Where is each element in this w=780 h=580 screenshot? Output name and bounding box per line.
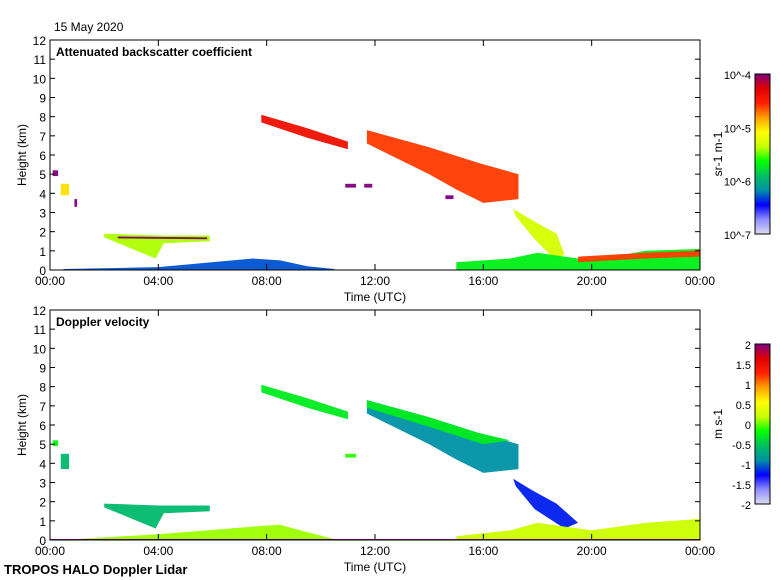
colorbar-tick-label: 1.5	[736, 360, 751, 372]
panel-title: Doppler velocity	[56, 315, 150, 329]
x-axis-label: Time (UTC)	[344, 560, 406, 574]
feature-boundary-layer-day	[63, 258, 335, 270]
colorbar-label: sr-1 m-1	[711, 131, 725, 176]
x-tick-label: 20:00	[577, 544, 607, 558]
y-tick-label: 4	[39, 187, 46, 201]
feature-spot-1	[52, 170, 59, 177]
y-tick-label: 9	[39, 362, 46, 376]
y-tick-label: 11	[34, 53, 47, 67]
y-tick-label: 8	[39, 381, 46, 395]
feature-cloud-descending	[513, 478, 579, 529]
y-tick-label: 6	[39, 149, 46, 163]
feature-cloud-descending	[513, 208, 565, 259]
y-tick-label: 1	[39, 245, 46, 259]
x-tick-label: 04:00	[143, 274, 173, 288]
y-axis-label: Height (km)	[15, 394, 29, 456]
colorbar-tick-label: 10^-5	[724, 123, 751, 135]
x-tick-label: 00:00	[35, 274, 65, 288]
x-tick-label: 08:00	[252, 544, 282, 558]
x-tick-label: 12:00	[360, 544, 390, 558]
panel-backscatter: 00:00 04:00 08:00 12:00 16:00 20:00 00:0001234…	[15, 34, 771, 304]
colorbar-tick-label: 2	[745, 340, 751, 352]
colorbar-tick-label: 10^-6	[724, 177, 751, 189]
y-tick-label: 11	[34, 323, 47, 337]
x-axis-label: Time (UTC)	[344, 290, 406, 304]
y-tick-label: 7	[39, 130, 46, 144]
feature-cloud-layer-top	[117, 236, 208, 240]
date-label: 15 May 2020	[54, 20, 124, 34]
colorbar-tick-label: 0	[745, 420, 751, 432]
feature-cloud-layer-morning	[104, 233, 210, 259]
y-tick-label: 2	[39, 496, 46, 510]
x-tick-label: 00:00	[685, 544, 715, 558]
colorbar-tick-label: 0.5	[736, 400, 751, 412]
feature-spot-3	[74, 199, 78, 207]
x-tick-label: 20:00	[577, 274, 607, 288]
x-tick-label: 00:00	[35, 544, 65, 558]
feature-boundary-layer-evening	[456, 518, 700, 540]
y-tick-label: 12	[33, 34, 47, 48]
y-tick-label: 2	[39, 226, 46, 240]
y-tick-label: 0	[39, 264, 46, 278]
feature-spot-4	[345, 183, 356, 188]
x-tick-label: 08:00	[252, 274, 282, 288]
feature-low-cloud-evening	[578, 250, 700, 263]
feature-spot-1	[52, 440, 59, 447]
colorbar	[754, 343, 771, 505]
y-tick-label: 1	[39, 515, 46, 529]
x-tick-label: 12:00	[360, 274, 390, 288]
feature-cirrus-early	[261, 384, 348, 420]
y-tick-label: 9	[39, 92, 46, 106]
y-tick-label: 0	[39, 534, 46, 548]
y-tick-label: 7	[39, 400, 46, 414]
y-tick-label: 6	[39, 419, 46, 433]
y-tick-label: 10	[33, 72, 47, 86]
x-tick-label: 04:00	[143, 544, 173, 558]
colorbar-label: m s-1	[711, 409, 725, 439]
x-tick-label: 16:00	[468, 544, 498, 558]
feature-spot-2	[60, 453, 69, 470]
y-tick-label: 4	[39, 457, 46, 471]
colorbar-tick-label: 10^-4	[724, 70, 751, 82]
y-tick-label: 10	[33, 342, 47, 356]
colorbar-tick-label: 10^-7	[724, 230, 751, 242]
feature-cirrus-early	[261, 114, 348, 150]
feature-cirrus-main	[366, 130, 519, 203]
colorbar-tick-label: -0.5	[732, 440, 751, 452]
y-tick-label: 12	[33, 304, 47, 318]
feature-cirrus-main-top	[366, 400, 511, 445]
y-tick-label: 3	[39, 477, 46, 491]
colorbar-tick-label: -1	[741, 460, 751, 472]
y-tick-label: 5	[39, 438, 46, 452]
feature-spot-6	[445, 195, 454, 200]
y-tick-label: 5	[39, 168, 46, 182]
panel-doppler-velocity: 00:00 04:00 08:00 12:00 16:00 20:00 00:0001234…	[15, 304, 771, 574]
colorbar-tick-label: -1.5	[732, 480, 751, 492]
feature-spot-2	[60, 183, 69, 196]
y-tick-label: 8	[39, 111, 46, 125]
feature-boundary-layer-day	[77, 524, 335, 540]
feature-spot-4	[345, 453, 356, 458]
panel-title: Attenuated backscatter coefficient	[56, 45, 252, 59]
feature-spot-5	[364, 183, 373, 188]
instrument-label: TROPOS HALO Doppler Lidar	[4, 562, 188, 577]
y-tick-label: 3	[39, 207, 46, 221]
x-tick-label: 16:00	[468, 274, 498, 288]
colorbar-tick-label: 1	[745, 380, 751, 392]
colorbar	[754, 73, 771, 235]
colorbar-tick-label: -2	[741, 500, 751, 512]
y-axis-label: Height (km)	[15, 124, 29, 186]
feature-cloud-layer-morning	[104, 503, 210, 529]
x-tick-label: 00:00	[685, 274, 715, 288]
